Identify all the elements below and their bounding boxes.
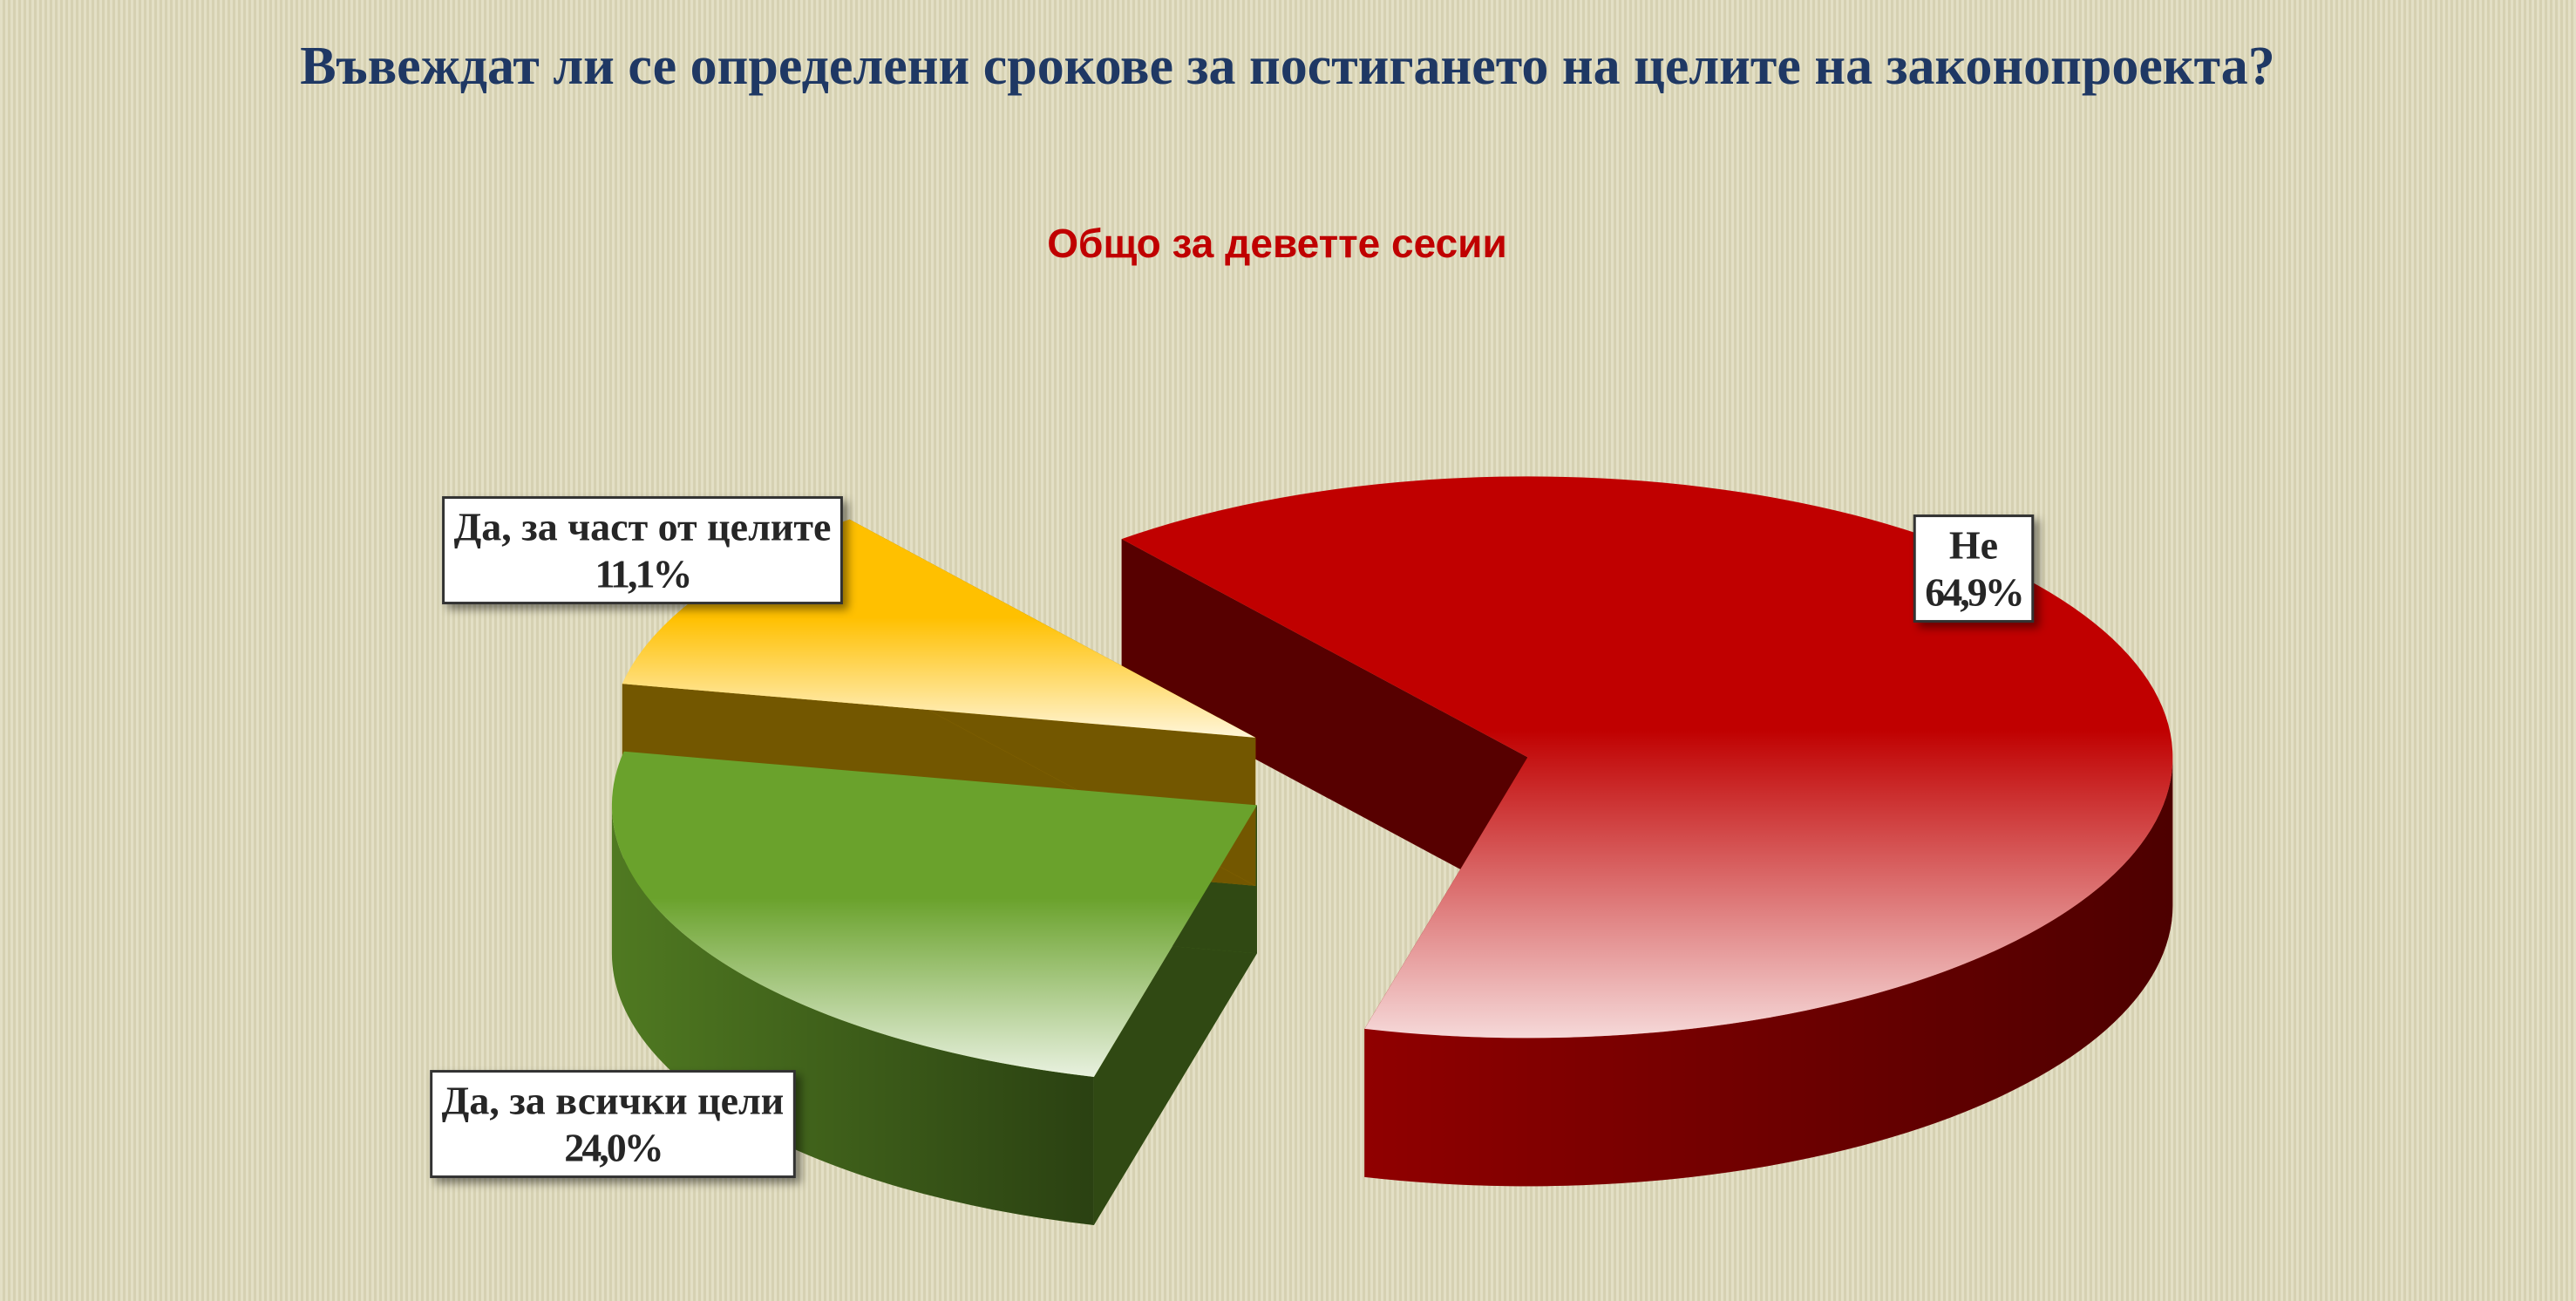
label-value: 24,0% <box>564 1126 662 1170</box>
label-category: Да, за част от целите <box>454 505 832 549</box>
chart-title: Въвеждат ли се определени срокове за пос… <box>300 37 2275 96</box>
slice-side-shade <box>1121 539 1528 906</box>
label-category: Да, за всички цели <box>442 1079 785 1123</box>
slice-shine <box>611 751 1257 1077</box>
slice-wall-shade <box>611 805 1094 1225</box>
chart-subtitle: Общо за деветте сесии <box>1047 221 1506 266</box>
label-category: Не <box>1949 523 1998 568</box>
label-value: 11,1% <box>595 552 690 596</box>
slice-shine <box>1121 476 2173 1039</box>
label-value: 64,9% <box>1925 570 2022 615</box>
label-box <box>1913 514 2035 623</box>
slice-wall-shade <box>1364 757 2173 1187</box>
pie <box>611 476 2173 1225</box>
label-box <box>430 1070 796 1179</box>
label-box <box>442 496 843 605</box>
